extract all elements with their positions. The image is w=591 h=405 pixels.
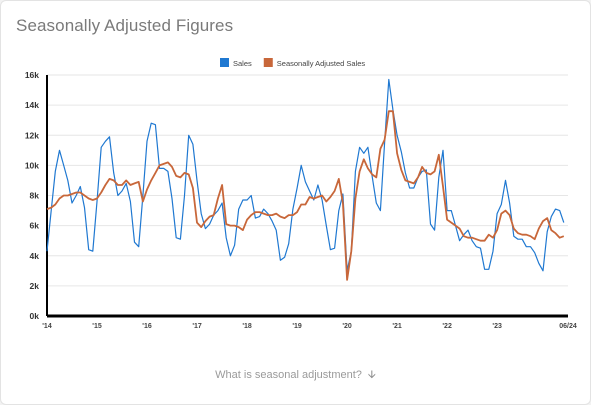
x-tick-label: '15 bbox=[92, 323, 102, 330]
x-tick-label: '16 bbox=[142, 323, 152, 330]
x-tick-label: '19 bbox=[292, 323, 302, 330]
y-tick-label: 14k bbox=[25, 100, 39, 110]
x-tick-label: '23 bbox=[492, 323, 502, 330]
series-line-sales bbox=[46, 78, 565, 272]
y-tick-label: 10k bbox=[25, 160, 39, 170]
x-tick-label: '18 bbox=[242, 323, 252, 330]
arrow-down-icon: 🡫 bbox=[367, 369, 376, 381]
x-tick-label: '22 bbox=[442, 323, 452, 330]
legend-item-seasonally-adjusted-sales[interactable]: Seasonally Adjusted Sales bbox=[263, 58, 366, 68]
legend-label: Seasonally Adjusted Sales bbox=[277, 59, 366, 68]
chart-grid bbox=[46, 74, 568, 318]
y-tick-label: 2k bbox=[30, 281, 40, 291]
legend-label: Sales bbox=[233, 59, 252, 68]
seasonal-adjustment-link-label: What is seasonal adjustment? bbox=[215, 369, 362, 381]
chart-series bbox=[46, 78, 565, 281]
y-tick-label: 12k bbox=[25, 130, 39, 140]
x-tick-label: 06/24 bbox=[559, 323, 577, 330]
y-tick-label: 4k bbox=[30, 251, 40, 261]
x-tick-label: '21 bbox=[392, 323, 402, 330]
series-line-seasonally-adjusted-sales bbox=[46, 110, 565, 281]
seasonal-adjustment-link[interactable]: What is seasonal adjustment? 🡫 bbox=[0, 366, 591, 385]
x-tick-label: '20 bbox=[342, 323, 352, 330]
y-tick-label: 6k bbox=[30, 221, 40, 231]
card-title: Seasonally Adjusted Figures bbox=[16, 16, 234, 35]
y-tick-label: 0k bbox=[30, 311, 40, 321]
y-tick-label: 8k bbox=[30, 191, 40, 201]
legend-swatch bbox=[263, 58, 273, 67]
legend-item-sales[interactable]: Sales bbox=[220, 58, 252, 68]
y-tick-label: 16k bbox=[25, 70, 39, 80]
x-axis-ticks: '14 '15 '16 '17 '18 '19 '20 '21 '22 '23 06/24 bbox=[42, 323, 577, 330]
x-tick-label: '14 bbox=[42, 323, 52, 330]
chart-legend[interactable]: Sales Seasonally Adjusted Sales bbox=[220, 58, 365, 68]
x-tick-label: '17 bbox=[192, 323, 202, 330]
legend-swatch bbox=[220, 58, 229, 67]
y-axis-ticks: 0k 2k 4k 6k 8k 10k 12k 14k 16k bbox=[25, 70, 39, 321]
